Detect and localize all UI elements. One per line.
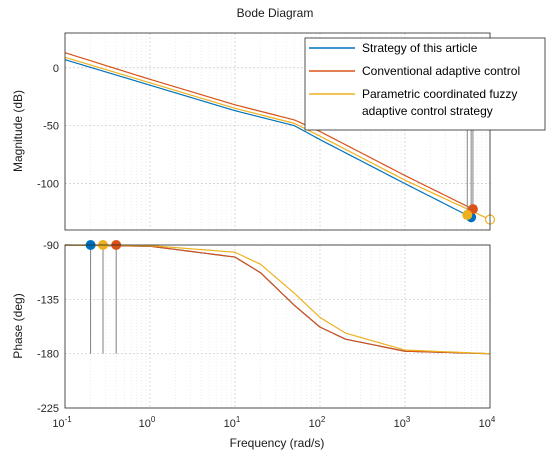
- legend-label-0: Strategy of this article: [362, 41, 478, 55]
- magnitude-series-line-0: [64, 59, 472, 218]
- x-tick-label: 104: [479, 415, 496, 430]
- phase-axes-box: [64, 244, 491, 409]
- phase-y-tick-label: -180: [37, 349, 59, 361]
- chart-title: Bode Diagram: [237, 6, 314, 20]
- phase-series-line-2: [64, 244, 491, 355]
- magnitude-y-tick-label: 0: [53, 63, 59, 75]
- magnitude-y-tick-label: -100: [37, 179, 59, 191]
- legend-label-1: Conventional adaptive control: [362, 64, 520, 78]
- magnitude-series-line-2: [64, 56, 491, 221]
- x-tick-label: 102: [309, 415, 326, 430]
- phase-y-tick-label: -225: [37, 403, 59, 415]
- phase-y-ticks: -90 -135 -180 -225: [37, 240, 59, 415]
- x-tick-label: 10-1: [52, 415, 72, 430]
- phase-y-tick-label: -90: [43, 240, 59, 252]
- x-tick-labels: 10-1 100 101 102 103 104: [52, 415, 496, 430]
- phase-plot-area: [65, 245, 490, 408]
- legend-label-2: adaptive control strategy: [362, 104, 493, 118]
- x-tick-label: 101: [224, 415, 241, 430]
- legend-box: [304, 37, 546, 131]
- phase-y-label: Phase (deg): [11, 293, 25, 358]
- phase-panel: -90 -135 -180 -225 Phase (deg): [11, 240, 491, 415]
- magnitude-series-line-1: [64, 52, 474, 210]
- x-axis-label: Frequency (rad/s): [230, 436, 325, 450]
- phase-series-line-1: [64, 244, 491, 355]
- phase-series-group: [64, 240, 491, 355]
- legend: Strategy of this article Conventional ada…: [304, 37, 546, 131]
- magnitude-y-label: Magnitude (dB): [11, 90, 25, 172]
- magnitude-marker-2: [462, 209, 473, 220]
- x-tick-label: 100: [139, 415, 156, 430]
- magnitude-y-ticks: 0 -50 -100: [37, 63, 59, 191]
- magnitude-axes-box: [64, 32, 491, 231]
- x-tick-label: 103: [394, 415, 411, 430]
- phase-y-tick-label: -135: [37, 294, 59, 306]
- magnitude-y-tick-label: -50: [43, 121, 59, 133]
- legend-label-2: Parametric coordinated fuzzy: [362, 87, 517, 101]
